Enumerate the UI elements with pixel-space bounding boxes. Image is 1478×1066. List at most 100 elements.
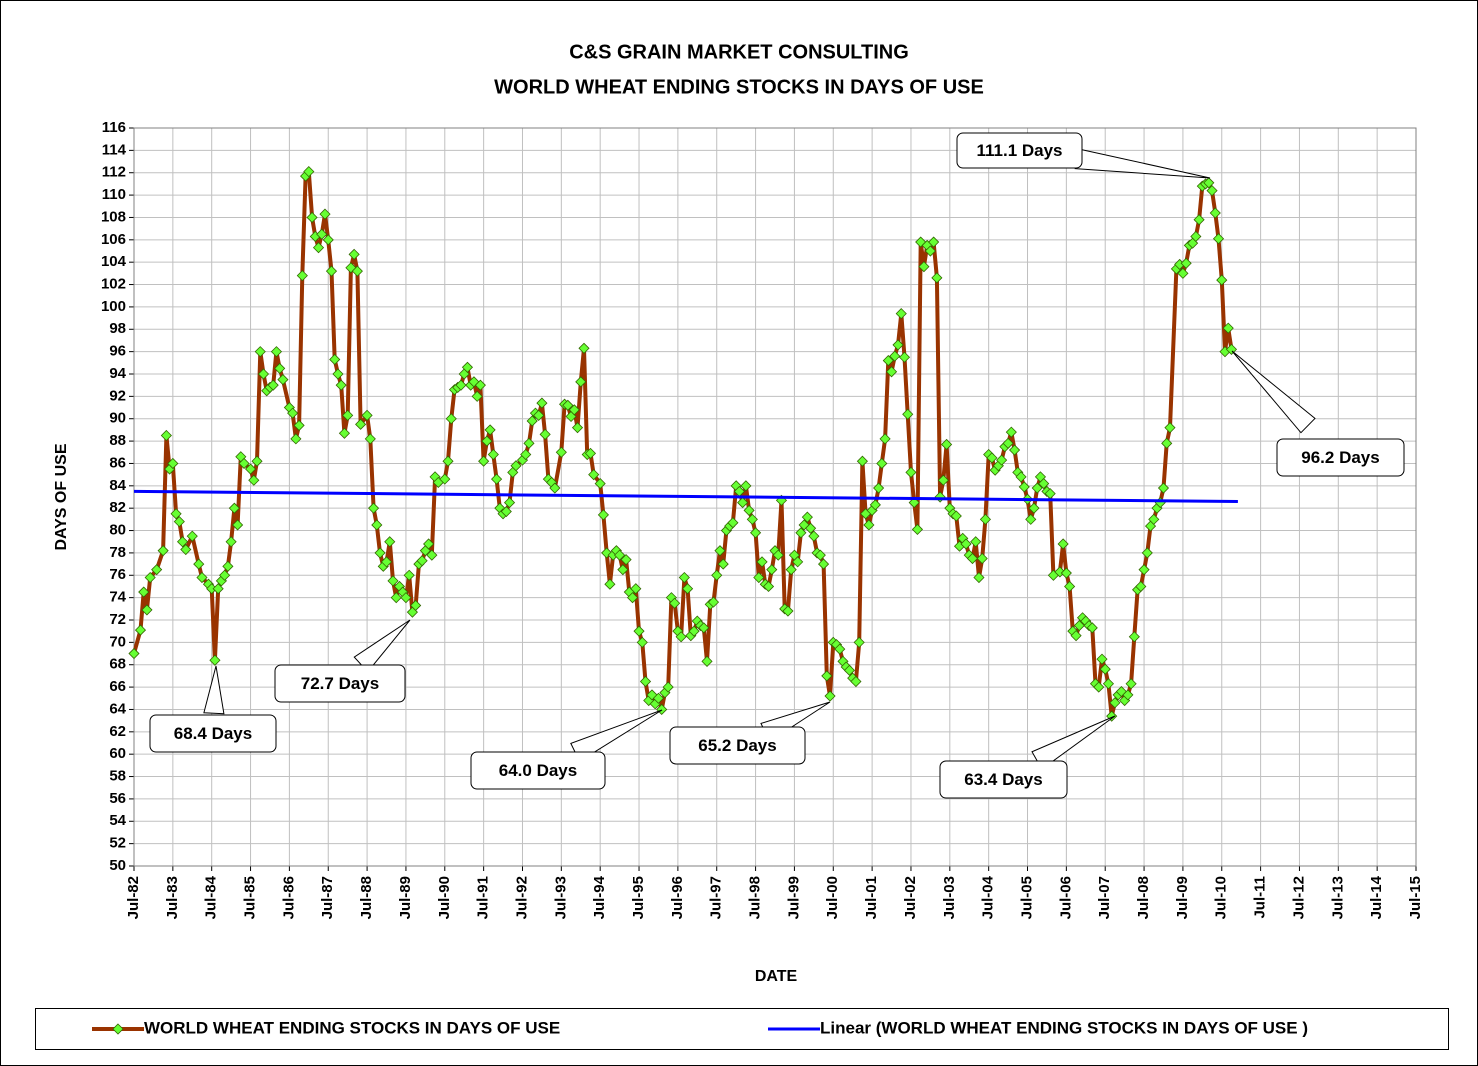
data-point xyxy=(400,592,412,604)
data-point xyxy=(312,242,325,254)
y-tick-label: 72 xyxy=(109,611,126,628)
data-point xyxy=(238,457,250,470)
data-point xyxy=(1125,678,1137,690)
data-point xyxy=(290,433,302,445)
data-point xyxy=(1060,567,1072,579)
data-point xyxy=(662,681,674,693)
data-point xyxy=(371,519,383,531)
data-point xyxy=(1209,207,1221,219)
data-point xyxy=(928,236,940,248)
x-tick-label: Jul-93 xyxy=(552,876,569,919)
data-point xyxy=(1138,564,1150,576)
data-point xyxy=(876,457,888,470)
x-tick-label: Jul-10 xyxy=(1213,876,1230,919)
y-tick-label: 112 xyxy=(102,164,126,181)
y-tick-label: 116 xyxy=(102,119,126,136)
x-tick-label: Jul-05 xyxy=(1018,876,1035,919)
x-tick-label: Jul-14 xyxy=(1368,875,1385,919)
chart-title: C&S GRAIN MARKET CONSULTING xyxy=(569,41,909,63)
y-tick-label: 66 xyxy=(109,678,126,695)
x-tick-label: Jul-08 xyxy=(1135,876,1152,919)
data-point xyxy=(885,366,898,378)
data-point xyxy=(248,474,260,486)
data-point xyxy=(639,675,652,688)
y-tick-label: 58 xyxy=(109,768,126,785)
data-point xyxy=(1073,620,1085,632)
callout-label: 68.4 Days xyxy=(174,724,252,743)
x-tick-label: Jul-83 xyxy=(164,876,181,919)
data-point xyxy=(740,480,752,492)
data-point xyxy=(128,647,140,660)
y-tick-label: 100 xyxy=(101,298,126,315)
data-point xyxy=(151,564,163,576)
data-point xyxy=(500,505,512,518)
trend-line xyxy=(133,489,1238,503)
data-point xyxy=(701,655,713,667)
plot-border xyxy=(133,127,1417,867)
data-point xyxy=(526,415,538,427)
data-point xyxy=(1180,257,1192,269)
data-point xyxy=(293,419,305,432)
x-tick-label: Jul-95 xyxy=(630,876,647,919)
data-point xyxy=(1177,267,1189,279)
data-point xyxy=(1002,437,1014,449)
data-point xyxy=(1216,274,1228,286)
x-tick-label: Jul-06 xyxy=(1057,876,1074,919)
data-point xyxy=(471,390,483,402)
callout-label: 63.4 Days xyxy=(964,770,1042,789)
data-point xyxy=(873,482,885,494)
data-point xyxy=(902,408,914,420)
y-tick-label: 102 xyxy=(101,276,126,293)
data-point xyxy=(986,452,998,464)
data-point xyxy=(782,605,794,617)
data-point xyxy=(743,504,755,516)
data-point xyxy=(374,547,386,559)
data-point xyxy=(882,355,894,367)
data-point xyxy=(792,556,804,568)
data-point xyxy=(461,361,474,373)
data-point xyxy=(141,604,153,616)
y-tick-label: 76 xyxy=(109,566,126,583)
data-point xyxy=(682,583,694,595)
data-point xyxy=(905,466,917,478)
x-tick-label: Jul-91 xyxy=(475,876,492,919)
data-point xyxy=(636,636,648,648)
data-point xyxy=(1086,622,1098,634)
callout-box xyxy=(939,760,1068,799)
x-tick-label: Jul-94 xyxy=(591,875,608,919)
legend-label: Linear (WORLD WHEAT ENDING STOCKS IN DAY… xyxy=(820,1018,1308,1037)
data-point xyxy=(335,379,347,391)
data-point xyxy=(669,597,681,609)
x-tick-label: Jul-03 xyxy=(941,876,958,919)
callout-label: 111.1 Days xyxy=(976,141,1062,160)
data-point xyxy=(801,511,813,523)
y-tick-label: 88 xyxy=(109,432,126,449)
data-point xyxy=(834,643,846,655)
data-point xyxy=(1190,230,1202,243)
chart-subtitle: WORLD WHEAT ENDING STOCKS IN DAYS OF USE xyxy=(494,76,984,98)
data-point xyxy=(597,509,609,521)
callout-label: 65.2 Days xyxy=(698,736,776,755)
data-point xyxy=(604,578,616,590)
data-point xyxy=(1064,580,1076,593)
y-tick-label: 82 xyxy=(109,499,126,516)
data-point xyxy=(1005,426,1017,438)
data-point xyxy=(319,208,331,220)
data-point xyxy=(895,308,907,320)
data-point xyxy=(325,265,338,277)
data-point xyxy=(209,654,221,666)
data-point xyxy=(478,455,490,467)
data-point xyxy=(717,558,729,570)
data-point xyxy=(134,624,147,636)
callout-pointer xyxy=(1031,715,1116,770)
callout-box xyxy=(470,751,606,790)
data-point xyxy=(795,527,807,539)
y-tick-label: 56 xyxy=(109,790,126,807)
data-point xyxy=(571,422,584,434)
data-point xyxy=(244,463,257,475)
x-tick-label: Jul-02 xyxy=(902,876,919,919)
data-point xyxy=(821,670,833,682)
data-point xyxy=(484,424,496,436)
data-point xyxy=(491,473,503,485)
data-point xyxy=(584,447,597,459)
